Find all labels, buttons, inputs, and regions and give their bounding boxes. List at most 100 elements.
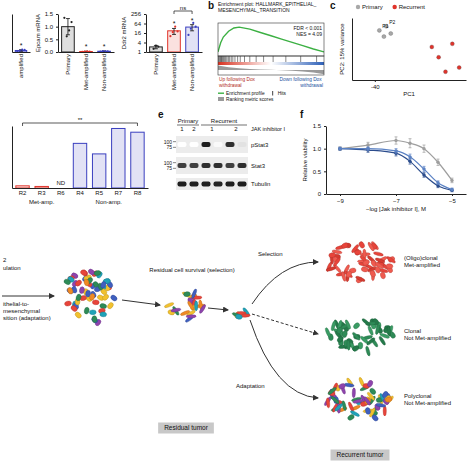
tick: R3 [38, 190, 46, 196]
error-bar [423, 173, 426, 178]
axis-line [147, 52, 203, 53]
mw-marker: 75 [166, 144, 172, 150]
point [338, 147, 341, 150]
cell [171, 308, 181, 313]
plot-area [16, 128, 144, 188]
cell [386, 263, 393, 269]
legend-label: Primary [362, 4, 383, 10]
tick-mark [324, 126, 326, 127]
point [63, 17, 65, 19]
error-bar [423, 145, 426, 152]
blot-strip [176, 178, 248, 190]
tick-label: 1.5 [313, 123, 322, 129]
tick-label: 4 [138, 40, 142, 46]
point [450, 188, 453, 191]
axis-line [13, 52, 31, 53]
cell [80, 269, 88, 276]
mw-tick [173, 141, 176, 142]
arrow [208, 308, 228, 310]
legend-label: Recurrent [399, 4, 426, 10]
tick: Primary [65, 54, 71, 75]
point [86, 50, 88, 52]
axis-title: −log [Jak inhibitor I], M [366, 206, 426, 212]
text-line: mesenchymal [3, 308, 40, 314]
outcome-label: (Oligo)clonal [404, 255, 438, 261]
point [155, 45, 157, 47]
tick-label: Non-amplified [189, 54, 195, 91]
point [99, 50, 101, 52]
mw-tick [173, 147, 176, 148]
axis: −9−7−5 [327, 194, 467, 204]
legend-label: Enrichment profile [226, 91, 265, 96]
band [226, 163, 235, 168]
cell [347, 340, 351, 350]
cell [100, 281, 107, 289]
band [226, 182, 235, 187]
cell [81, 269, 89, 277]
step-label: Residual cell survival (selection) [149, 267, 234, 273]
outcome-label: Clonal [404, 328, 421, 334]
hit [229, 56, 230, 62]
tick-label: −9 [337, 198, 345, 204]
point [81, 51, 83, 52]
point [177, 30, 179, 32]
hit [232, 56, 233, 62]
outcome-label: Not Met-amplified [404, 335, 451, 341]
tick-label: Non-amplified [101, 54, 107, 91]
line [340, 149, 452, 191]
hit [223, 56, 224, 62]
point [437, 55, 441, 59]
tick-mark [56, 27, 58, 28]
tick: 4 [138, 40, 146, 46]
axis: PrimaryMet-amplifiedNon-amplified [147, 53, 203, 92]
axis: 0.00.51.01.5 [45, 11, 59, 55]
cell [327, 387, 337, 396]
cell [367, 325, 374, 335]
ranking-area [218, 66, 324, 75]
plot-area [218, 27, 324, 74]
lane-label: 2 [234, 126, 238, 132]
band [238, 142, 247, 147]
hit [220, 56, 221, 62]
cell [331, 321, 337, 331]
cell [325, 327, 332, 337]
step-label: ithelial-to-mesenchymal [3, 301, 40, 314]
blot-strip [176, 136, 248, 153]
error-bar [437, 181, 440, 185]
cell [74, 311, 82, 319]
cell [89, 293, 96, 301]
significance: * [85, 43, 88, 50]
axis: PrimaryMet-amplifiedNon-amplified [59, 53, 115, 92]
cell [338, 383, 346, 390]
cell [367, 242, 375, 252]
point [89, 50, 91, 52]
tick: R7 [114, 190, 122, 196]
cell [369, 270, 377, 278]
error-bar [367, 147, 370, 151]
band [238, 163, 247, 168]
tick: 1.0 [45, 24, 58, 30]
cell [101, 293, 109, 301]
cell-cluster [323, 377, 394, 422]
error-bar [395, 149, 398, 154]
group-rule [177, 125, 199, 126]
tick: 64 [134, 21, 146, 27]
frame [218, 56, 324, 75]
cell-cluster [164, 288, 207, 323]
cell [361, 318, 371, 327]
hit [222, 56, 223, 62]
significance: * [191, 17, 194, 24]
error-bar [423, 166, 426, 171]
hit [225, 56, 226, 62]
tick: 0.5 [45, 37, 58, 43]
cell [70, 304, 78, 312]
panel-letter: f [300, 109, 304, 120]
point [366, 143, 369, 146]
point [408, 142, 411, 145]
plot-area [62, 17, 111, 52]
tick: -40 [371, 80, 380, 90]
tick: 0.0 [45, 49, 58, 55]
point [70, 21, 72, 23]
axis: 00.51.01.5 [313, 123, 327, 197]
axis-line [353, 80, 467, 81]
